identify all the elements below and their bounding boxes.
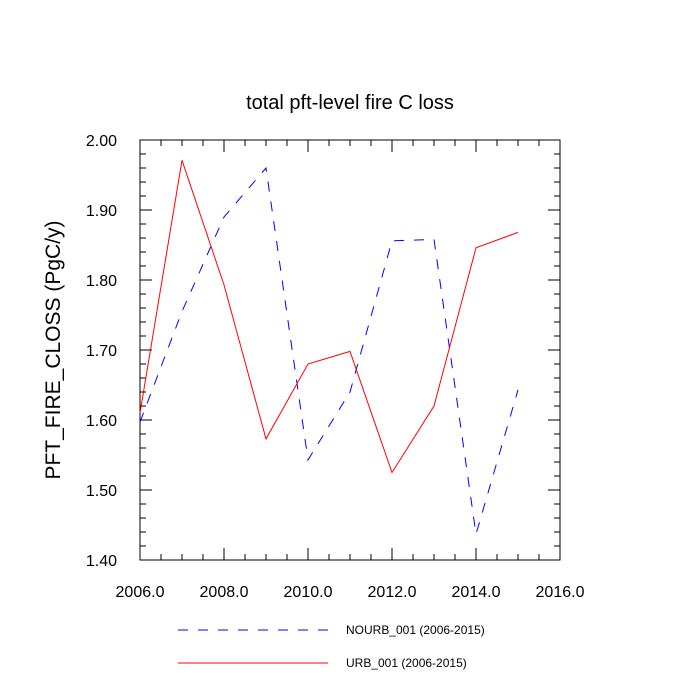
x-tick-label: 2012.0 <box>368 584 417 601</box>
series-line-1 <box>139 166 519 535</box>
x-tick-label: 2008.0 <box>200 584 249 601</box>
chart-title: total pft-level fire C loss <box>246 92 454 114</box>
x-tick-label: 2010.0 <box>284 584 333 601</box>
y-tick-label: 1.70 <box>86 343 117 360</box>
series-lines <box>139 160 519 535</box>
legend-label: URB_001 (2006-2015) <box>346 656 467 670</box>
axis-ticks <box>139 139 561 561</box>
y-tick-label: 1.40 <box>86 553 117 570</box>
y-tick-label: 2.00 <box>86 133 117 150</box>
legend: NOURB_001 (2006-2015) URB_001 (2006-2015) <box>178 623 485 670</box>
y-tick-label: 1.90 <box>86 203 117 220</box>
x-tick-labels: 2006.0 2008.0 2010.0 2012.0 2014.0 2016.0 <box>116 584 585 601</box>
plot-frame <box>139 139 561 561</box>
x-tick-label: 2016.0 <box>536 584 585 601</box>
series-line-2 <box>139 160 519 474</box>
y-axis-label: PFT_FIRE_CLOSS (PgC/y) <box>42 220 65 479</box>
x-tick-label: 2014.0 <box>452 584 501 601</box>
legend-label: NOURB_001 (2006-2015) <box>346 623 485 637</box>
y-tick-label: 1.60 <box>86 413 117 430</box>
x-tick-label: 2006.0 <box>116 584 165 601</box>
y-tick-labels: 1.40 1.50 1.60 1.70 1.80 1.90 2.00 <box>86 133 117 570</box>
y-tick-label: 1.50 <box>86 483 117 500</box>
y-tick-label: 1.80 <box>86 273 117 290</box>
